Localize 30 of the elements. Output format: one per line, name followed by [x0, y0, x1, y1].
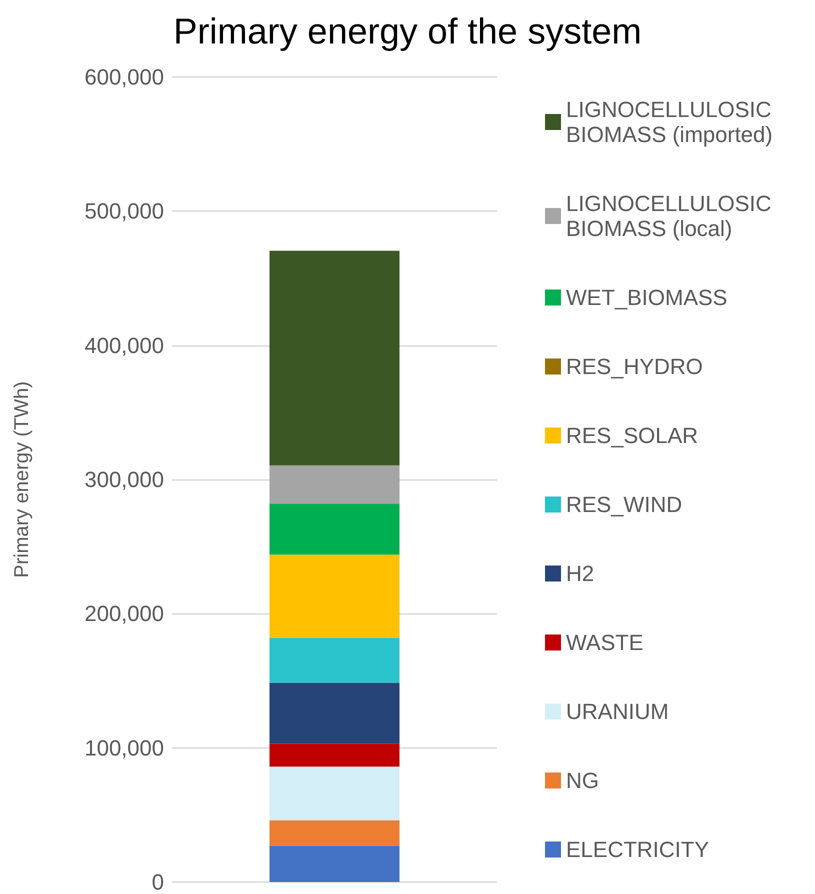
bar: [270, 766, 400, 820]
legend-label: URANIUM: [566, 699, 669, 724]
y-tick-label: 400,000: [84, 332, 164, 358]
y-axis-title: Primary energy (TWh): [11, 381, 33, 578]
bar: [270, 504, 400, 555]
y-tick-label: 300,000: [84, 467, 164, 492]
legend-label: ELECTRICITY: [566, 837, 710, 862]
bar: [270, 250, 400, 466]
legend-label: WET_BIOMASS: [566, 285, 728, 310]
bar: [270, 820, 400, 846]
bar: [270, 846, 400, 882]
legend-label: RES_HYDRO: [566, 354, 703, 379]
bar: [270, 465, 400, 504]
y-tick-label: 600,000: [84, 64, 164, 90]
legend-label: WASTE: [566, 630, 644, 655]
y-tick-label: 200,000: [84, 601, 164, 626]
y-tick-label: 0: [152, 870, 164, 894]
legend-label: LIGNOCELLULOSIC BIOMASS (imported): [566, 97, 778, 147]
legend-label: LIGNOCELLULOSIC BIOMASS (local): [566, 191, 778, 241]
legend-label: NG: [566, 768, 599, 793]
bar: [270, 638, 400, 683]
legend-label: RES_SOLAR: [566, 423, 698, 448]
bar: [270, 682, 400, 744]
bar: [270, 744, 400, 767]
legend-label: RES_WIND: [566, 492, 682, 517]
chart-title: Primary energy of the system: [173, 10, 642, 52]
y-tick-label: 100,000: [84, 735, 164, 760]
bar: [270, 554, 400, 638]
y-tick-label: 500,000: [84, 198, 164, 224]
legend-label: H2: [566, 561, 594, 586]
